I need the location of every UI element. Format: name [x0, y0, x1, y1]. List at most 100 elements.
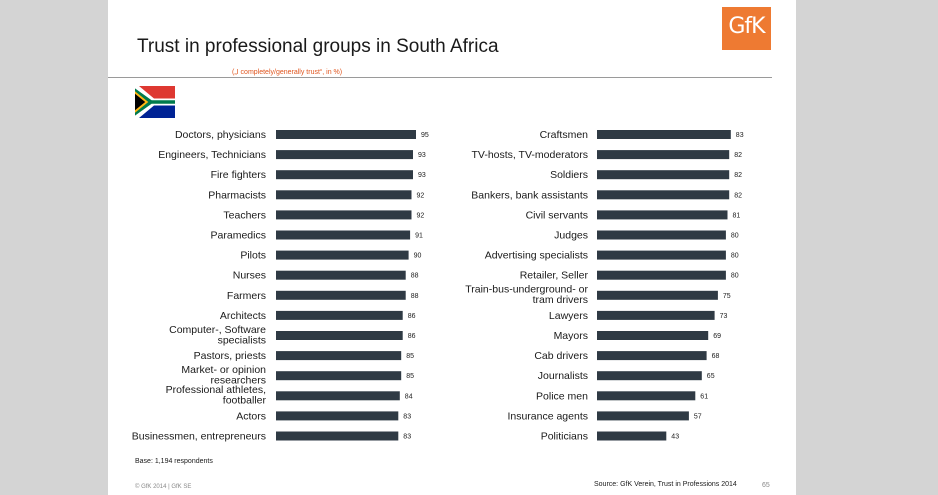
right-bar	[597, 190, 730, 200]
right-category-label: Retailer, Seller	[520, 270, 589, 282]
left-bar	[276, 351, 402, 361]
right-category-label: Insurance agents	[507, 410, 588, 422]
left-category-label: Paramedics	[211, 230, 266, 242]
right-category-label: Police men	[536, 390, 588, 402]
left-bar	[276, 250, 409, 260]
right-category-label: Soldiers	[550, 169, 588, 181]
right-category-label: Lawyers	[549, 310, 588, 322]
right-category-label: TV-hosts, TV-moderators	[471, 149, 588, 161]
right-value-label: 65	[707, 373, 715, 380]
left-category-label: Pilots	[240, 250, 266, 262]
right-category-label: Civil servants	[526, 209, 588, 221]
left-category-label: footballer	[223, 395, 267, 407]
left-value-label: 85	[406, 373, 414, 380]
left-bar	[276, 190, 412, 200]
right-bar	[597, 331, 709, 340]
left-bar	[276, 270, 406, 280]
right-value-label: 69	[713, 333, 721, 340]
left-bar	[276, 210, 412, 220]
right-value-label: 81	[733, 212, 741, 219]
right-category-label: Craftsmen	[540, 129, 589, 141]
left-category-label: Computer-, Software	[169, 324, 266, 336]
base-note: Base: 1,194 respondents	[135, 458, 213, 465]
right-value-label: 57	[694, 413, 702, 420]
left-bar	[276, 170, 413, 180]
left-category-label: Pastors, priests	[194, 350, 266, 362]
right-category-label: Cab drivers	[534, 350, 588, 362]
right-bar	[597, 290, 718, 300]
left-bar	[276, 310, 403, 320]
right-value-label: 82	[734, 192, 742, 199]
right-bar	[597, 351, 707, 361]
right-category-label: Train-bus-underground- or	[465, 284, 588, 296]
left-category-label: Architects	[220, 310, 266, 322]
left-bar	[276, 290, 406, 300]
left-category-label: Farmers	[227, 290, 266, 302]
left-category-label: researchers	[211, 375, 266, 387]
left-category-label: Engineers, Technicians	[158, 149, 266, 161]
left-category-label: Pharmacists	[208, 189, 266, 201]
left-value-label: 92	[417, 212, 425, 219]
left-value-label: 86	[408, 313, 416, 320]
source-note: Source: GfK Verein, Trust in Professions…	[594, 481, 737, 488]
right-value-label: 75	[723, 293, 731, 300]
right-category-label: tram drivers	[533, 294, 588, 306]
right-bar	[597, 270, 726, 280]
right-category-label: Politicians	[541, 431, 588, 443]
right-value-label: 61	[700, 393, 708, 400]
left-value-label: 95	[421, 132, 429, 139]
title-divider	[108, 77, 772, 78]
right-bar	[597, 170, 730, 180]
left-category-label: Doctors, physicians	[175, 129, 266, 141]
left-category-label: Professional athletes,	[166, 384, 266, 396]
right-bar	[597, 250, 726, 260]
left-value-label: 90	[414, 253, 422, 260]
right-bar	[597, 230, 726, 240]
left-value-label: 88	[411, 293, 419, 300]
gfk-logo: GfK	[722, 7, 771, 50]
left-bar	[276, 411, 399, 421]
left-category-label: Teachers	[223, 209, 266, 221]
right-value-label: 80	[731, 273, 739, 280]
right-category-label: Journalists	[538, 370, 588, 382]
left-value-label: 83	[403, 413, 411, 420]
logo-text: GfK	[728, 14, 765, 39]
right-category-label: Mayors	[554, 330, 588, 342]
right-bar	[597, 130, 731, 139]
chart-title: Trust in professional groups in South Af…	[137, 36, 499, 57]
right-value-label: 80	[731, 253, 739, 260]
page-number: 65	[762, 482, 770, 489]
left-value-label: 92	[417, 192, 425, 199]
right-value-label: 43	[671, 434, 679, 441]
left-value-label: 86	[408, 333, 416, 340]
left-bar	[276, 150, 413, 160]
right-bar	[597, 150, 730, 160]
left-bar	[276, 331, 403, 340]
left-category-label: Market- or opinion	[181, 364, 266, 376]
copyright-note: © GfK 2014 | GfK SE	[135, 484, 192, 490]
right-value-label: 68	[712, 353, 720, 360]
left-bar	[276, 391, 400, 401]
left-value-label: 93	[418, 172, 426, 179]
right-value-label: 80	[731, 233, 739, 240]
left-category-label: specialists	[218, 334, 266, 346]
right-category-label: Judges	[554, 230, 588, 242]
right-category-label: Bankers, bank assistants	[471, 189, 588, 201]
right-value-label: 82	[734, 152, 742, 159]
right-bar	[597, 310, 715, 320]
right-bar	[597, 391, 696, 401]
right-value-label: 83	[736, 132, 744, 139]
south-africa-flag-icon	[135, 86, 175, 118]
left-bar	[276, 130, 416, 139]
left-value-label: 83	[403, 434, 411, 441]
left-bar	[276, 371, 402, 381]
right-bar	[597, 431, 667, 441]
left-bar	[276, 431, 399, 441]
left-category-label: Businessmen, entrepreneurs	[132, 431, 266, 443]
left-value-label: 85	[406, 353, 414, 360]
left-value-label: 93	[418, 152, 426, 159]
left-value-label: 91	[415, 233, 423, 240]
right-value-label: 73	[720, 313, 728, 320]
right-bar	[597, 371, 702, 381]
